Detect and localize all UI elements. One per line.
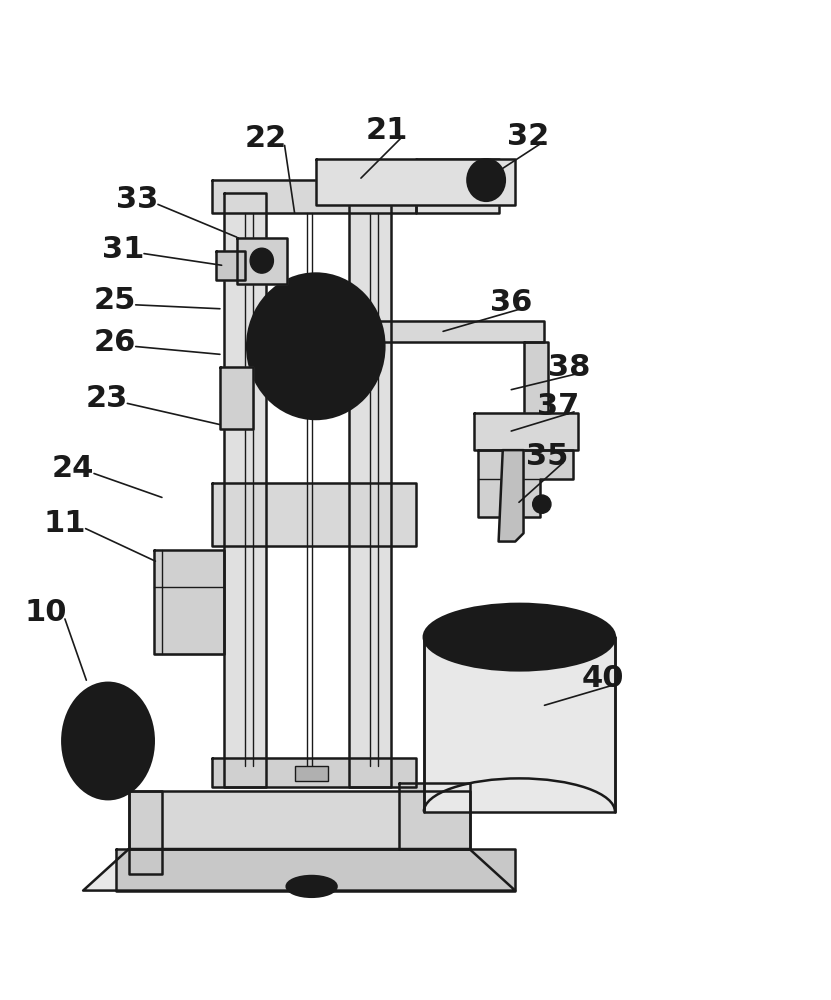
Text: 26: 26 bbox=[94, 328, 135, 357]
Text: 21: 21 bbox=[366, 116, 407, 145]
Polygon shape bbox=[316, 321, 544, 342]
Polygon shape bbox=[212, 758, 416, 787]
Polygon shape bbox=[237, 238, 287, 284]
Ellipse shape bbox=[343, 303, 353, 313]
Polygon shape bbox=[129, 791, 470, 849]
Ellipse shape bbox=[343, 379, 353, 389]
Polygon shape bbox=[212, 180, 416, 213]
Ellipse shape bbox=[265, 341, 275, 351]
Polygon shape bbox=[399, 783, 470, 849]
Polygon shape bbox=[499, 450, 524, 542]
Text: 25: 25 bbox=[94, 286, 135, 315]
Bar bbox=[295, 766, 328, 781]
Ellipse shape bbox=[62, 683, 154, 799]
Ellipse shape bbox=[477, 170, 495, 190]
Ellipse shape bbox=[467, 159, 505, 201]
Polygon shape bbox=[154, 550, 224, 654]
Text: 35: 35 bbox=[526, 442, 568, 471]
Polygon shape bbox=[416, 159, 499, 213]
Text: 11: 11 bbox=[43, 509, 86, 538]
Ellipse shape bbox=[248, 274, 385, 419]
Text: 40: 40 bbox=[581, 664, 624, 693]
Ellipse shape bbox=[424, 604, 615, 670]
Text: 10: 10 bbox=[24, 598, 67, 627]
Polygon shape bbox=[424, 637, 615, 812]
Ellipse shape bbox=[278, 379, 288, 389]
Ellipse shape bbox=[287, 876, 337, 897]
Ellipse shape bbox=[250, 248, 273, 273]
Polygon shape bbox=[212, 483, 416, 546]
Polygon shape bbox=[129, 791, 162, 874]
Polygon shape bbox=[316, 159, 515, 205]
Polygon shape bbox=[478, 450, 573, 517]
Text: 36: 36 bbox=[490, 288, 532, 317]
Polygon shape bbox=[474, 413, 578, 450]
Polygon shape bbox=[220, 367, 253, 429]
Ellipse shape bbox=[311, 287, 321, 297]
Polygon shape bbox=[349, 193, 391, 787]
Ellipse shape bbox=[311, 395, 321, 405]
Polygon shape bbox=[524, 342, 548, 434]
Text: 37: 37 bbox=[538, 392, 579, 421]
Polygon shape bbox=[224, 193, 266, 787]
Text: 38: 38 bbox=[548, 353, 590, 382]
Text: 33: 33 bbox=[116, 185, 158, 214]
Polygon shape bbox=[83, 849, 515, 891]
Text: 22: 22 bbox=[245, 124, 287, 153]
Polygon shape bbox=[216, 251, 245, 280]
Polygon shape bbox=[116, 849, 515, 891]
Text: 24: 24 bbox=[52, 454, 94, 483]
Ellipse shape bbox=[278, 303, 288, 313]
Text: 23: 23 bbox=[86, 384, 127, 413]
Ellipse shape bbox=[356, 341, 366, 351]
Ellipse shape bbox=[533, 495, 551, 513]
Text: 31: 31 bbox=[102, 235, 144, 264]
Text: 32: 32 bbox=[507, 122, 548, 151]
